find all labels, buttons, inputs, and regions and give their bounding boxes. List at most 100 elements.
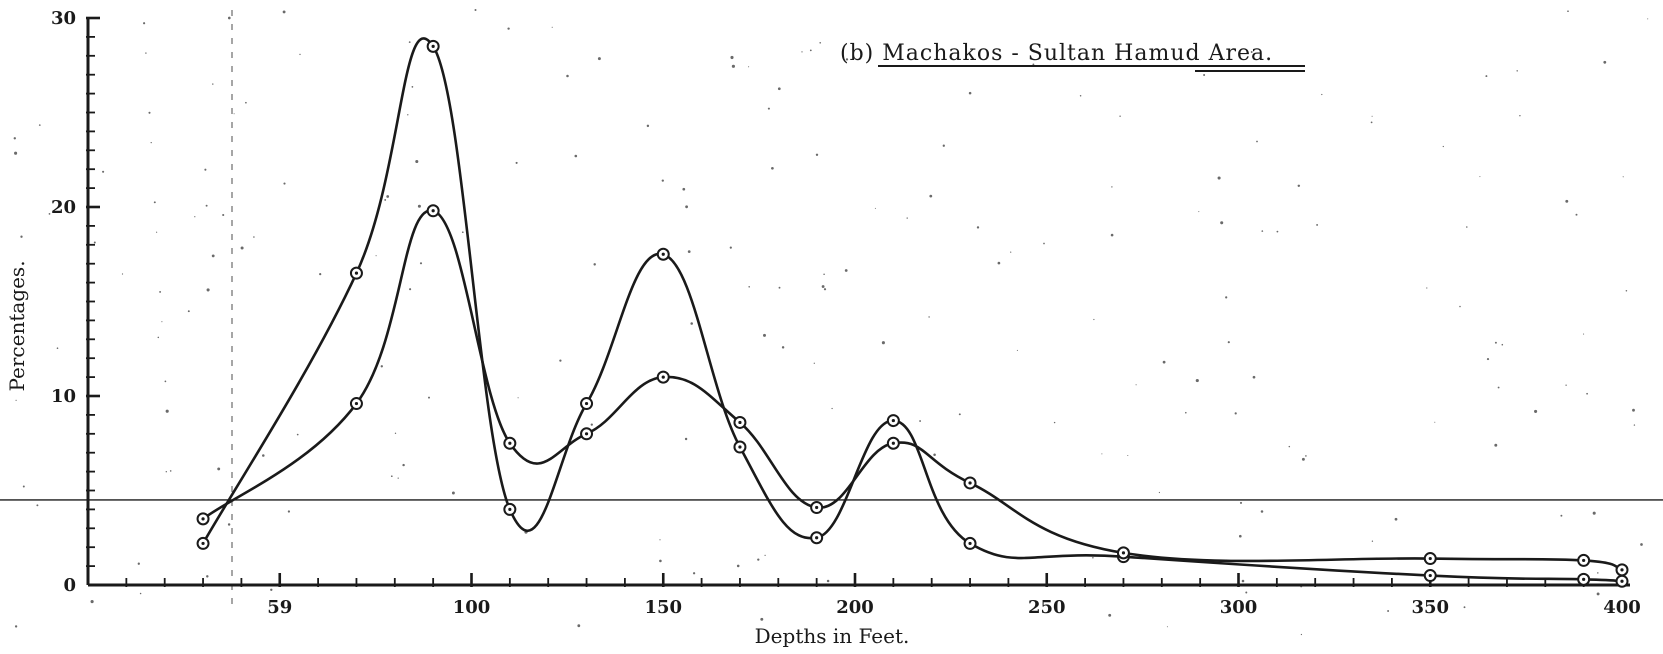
- paper-speck: [1092, 557, 1094, 559]
- paper-speck: [659, 539, 661, 541]
- paper-speck: [1371, 115, 1373, 117]
- paper-speck: [831, 407, 833, 410]
- paper-speck: [1305, 455, 1307, 457]
- paper-speck: [390, 475, 393, 478]
- paper-speck: [515, 161, 518, 164]
- paper-speck: [685, 205, 688, 209]
- paper-speck: [1245, 591, 1248, 594]
- paper-speck: [590, 423, 593, 426]
- paper-speck: [299, 53, 301, 56]
- paper-speck: [145, 52, 147, 54]
- paper-speck: [428, 396, 430, 399]
- x-tick-label: 100: [453, 597, 491, 618]
- x-tick-label: 300: [1220, 597, 1258, 618]
- series-2-point-center: [354, 401, 359, 406]
- paper-speck: [1560, 514, 1563, 517]
- paper-speck: [415, 159, 419, 164]
- paper-speck: [692, 572, 696, 575]
- paper-speck: [1466, 226, 1468, 228]
- paper-speck: [815, 153, 819, 156]
- paper-speck: [1625, 290, 1628, 292]
- paper-speck: [1261, 230, 1264, 232]
- paper-speck: [1479, 176, 1481, 178]
- paper-speck: [1387, 610, 1390, 612]
- paper-speck: [227, 16, 231, 20]
- paper-speck: [417, 204, 421, 208]
- paper-speck: [771, 166, 774, 170]
- x-tick-label: 350: [1411, 597, 1449, 618]
- paper-speck: [121, 273, 124, 275]
- paper-speck: [137, 562, 140, 565]
- x-tick-labels: 59 100 150 200 250 300 350 400: [267, 597, 1641, 618]
- series-2-point-center: [431, 209, 435, 213]
- paper-speck: [1239, 501, 1243, 504]
- paper-speck: [1111, 186, 1113, 188]
- paper-speck: [1565, 384, 1567, 386]
- paper-speck: [687, 250, 691, 253]
- paper-speck: [20, 235, 23, 238]
- paper-speck: [148, 111, 151, 114]
- x-tick-label: 200: [836, 597, 874, 618]
- paper-speck: [411, 86, 414, 88]
- paper-speck: [1534, 409, 1538, 413]
- paper-speck: [760, 617, 764, 621]
- series-2-point-center: [1428, 556, 1432, 561]
- paper-speck: [661, 179, 664, 182]
- paper-speck: [507, 27, 510, 30]
- x-tick-label: 400: [1603, 597, 1641, 618]
- paper-speck: [1227, 341, 1230, 344]
- paper-speck: [1640, 543, 1643, 546]
- paper-speck: [1252, 375, 1256, 379]
- paper-speck: [574, 154, 578, 158]
- paper-speck: [731, 64, 735, 68]
- paper-speck: [942, 144, 945, 147]
- paper-speck: [821, 285, 825, 288]
- paper-speck: [778, 286, 781, 289]
- paper-speck: [386, 195, 390, 198]
- y-axis-label: Percentages.: [5, 260, 29, 391]
- paper-speck: [551, 26, 553, 28]
- paper-speck: [245, 101, 247, 104]
- paper-speck: [1494, 341, 1497, 344]
- paper-speck: [1256, 140, 1258, 143]
- x-axis-label: Depths in Feet.: [755, 624, 910, 648]
- paper-speck: [1300, 633, 1303, 636]
- paper-speck: [262, 454, 265, 457]
- paper-speck: [93, 241, 96, 244]
- series-1-point-center: [354, 271, 359, 275]
- paper-speck: [222, 213, 225, 217]
- paper-speck: [139, 592, 142, 595]
- y-tick-labels: 0 10 20 30: [51, 8, 76, 596]
- paper-speck: [1110, 233, 1114, 237]
- paper-speck: [206, 575, 209, 578]
- paper-speck: [1079, 94, 1082, 97]
- paper-speck: [143, 22, 146, 25]
- paper-speck: [764, 554, 766, 557]
- series-1-point-center: [738, 445, 742, 449]
- paper-speck: [159, 290, 162, 293]
- paper-speck: [1127, 454, 1129, 457]
- paper-speck: [36, 504, 39, 507]
- paper-speck: [397, 477, 399, 479]
- paper-speck: [819, 41, 822, 44]
- paper-speck: [15, 399, 17, 401]
- paper-speck: [1093, 318, 1095, 321]
- paper-speck: [517, 397, 519, 399]
- paper-speck: [1053, 421, 1056, 424]
- paper-speck: [748, 286, 750, 288]
- paper-speck: [1238, 534, 1242, 538]
- paper-speck: [408, 41, 411, 43]
- paper-speck: [419, 262, 423, 265]
- paper-speck: [296, 433, 299, 436]
- paper-speck: [781, 346, 785, 349]
- paper-speck: [1162, 360, 1166, 364]
- y-tick-label: 10: [51, 386, 76, 407]
- paper-speck: [14, 625, 18, 628]
- paper-speck: [1583, 333, 1585, 335]
- paper-speck: [1101, 453, 1103, 455]
- paper-speck: [38, 124, 41, 126]
- paper-speck: [1288, 445, 1291, 448]
- paper-speck: [1494, 443, 1498, 447]
- paper-speck: [1394, 517, 1398, 521]
